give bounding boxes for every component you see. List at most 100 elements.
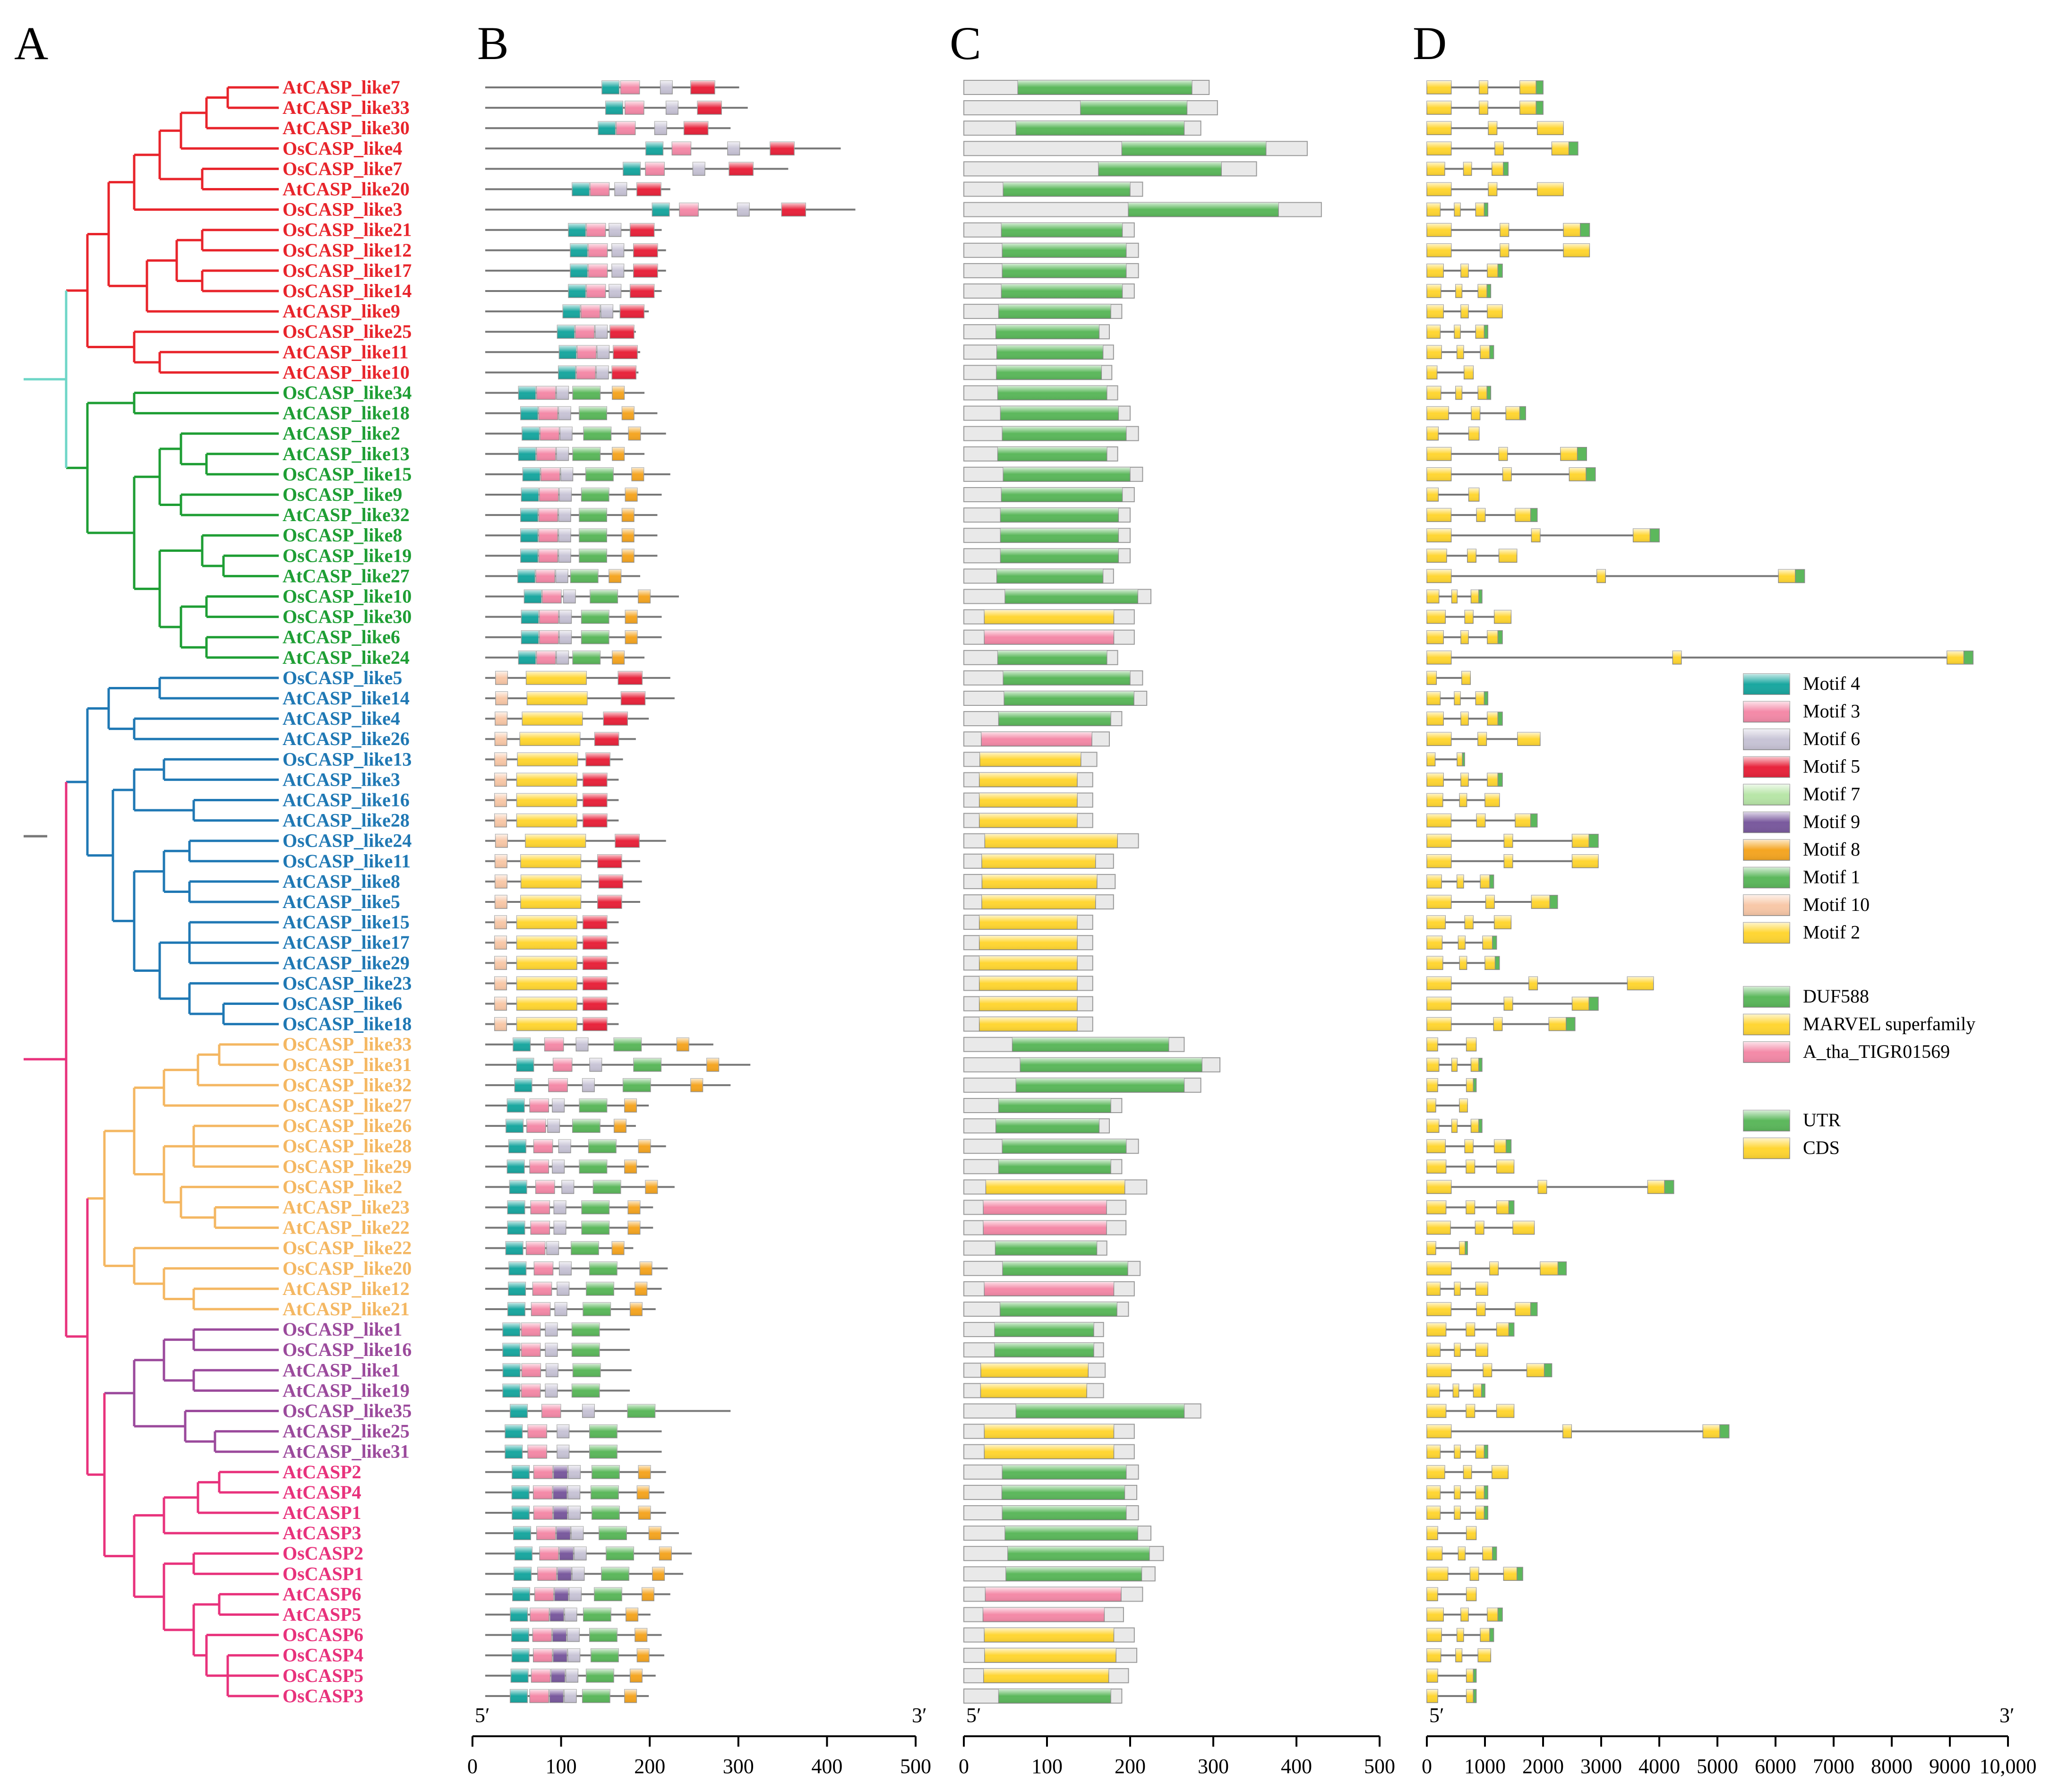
motif-box-shade (624, 1099, 637, 1112)
exon-box-shade (1427, 447, 1451, 461)
exon-box-shade (1499, 447, 1508, 461)
motif-box-shade (624, 1160, 637, 1174)
gene-label: OsCASP_like27 (283, 1095, 412, 1116)
motif-box-shade (512, 1485, 529, 1499)
utr-box (1489, 875, 1494, 889)
motif-box-shade (544, 1037, 564, 1051)
motif-box-shade (530, 1099, 549, 1112)
gene-label: OsCASP4 (283, 1645, 363, 1666)
utr-box (1494, 956, 1500, 970)
utr-box (1473, 1689, 1477, 1703)
exon-box-shade (1427, 1384, 1440, 1398)
gene-label: AtCASP_like21 (283, 1298, 410, 1320)
gene-label: AtCASP_like5 (283, 891, 400, 912)
motif-box-shade (672, 142, 691, 155)
domain-box-shade (1002, 1506, 1126, 1520)
utr-box (1519, 406, 1526, 420)
gene-label: OsCASP_like1 (283, 1319, 402, 1340)
domain-box-shade (984, 630, 1114, 644)
exon-box-shade (1485, 895, 1494, 909)
motif-box-shade (572, 1567, 584, 1581)
exon-box-shade (1479, 101, 1488, 115)
motif-box-shade (572, 182, 590, 196)
axis-tick-label: 4000 (1639, 1755, 1680, 1778)
domain-box-shade (996, 345, 1103, 360)
motif-box-shade (516, 1017, 577, 1031)
motif-box-shade (630, 1669, 643, 1682)
motif-box-shade (583, 936, 607, 950)
motif-box-shade (515, 1078, 532, 1092)
exon-box-shade (1427, 814, 1451, 827)
motif-panel (485, 80, 856, 1703)
motif-box-shade (531, 1221, 550, 1235)
motif-box-shade (693, 162, 705, 176)
motif-box-shade (622, 508, 634, 522)
exon-box-shade (1461, 671, 1471, 685)
exon-box-shade (1427, 895, 1451, 909)
motif-box-shade (573, 651, 601, 664)
motif-box-shade (582, 1200, 609, 1214)
motif-box-shade (494, 814, 507, 827)
phylogenetic-tree (24, 86, 279, 1698)
motif-box-shade (559, 630, 572, 644)
domain-box-shade (985, 833, 1118, 848)
domain-box-shade (1001, 223, 1123, 237)
motif-box-shade (508, 1282, 526, 1295)
domain-legend-swatch-shade (1743, 986, 1790, 1007)
gene-label: AtCASP2 (283, 1461, 361, 1483)
motif-box-shade (599, 1526, 627, 1540)
exon-box-shade (1427, 549, 1447, 563)
motif-box-shade (697, 101, 722, 115)
utr-box (1568, 141, 1579, 156)
domain-box-shade (997, 650, 1107, 665)
exon-box-shade (1483, 1363, 1492, 1377)
exon-box-shade (1427, 1608, 1444, 1621)
motif-box-shade (567, 1628, 580, 1642)
exon-box-shade (1427, 630, 1444, 644)
exon-box-shade (1427, 305, 1444, 318)
five-prime-label: 5′ (1429, 1704, 1444, 1727)
axis-tick-label: 100 (1031, 1755, 1063, 1778)
gene-label: AtCASP_like7 (283, 77, 400, 98)
exon-box-shade (1427, 1424, 1451, 1438)
motif-box-shade (558, 549, 571, 563)
axis-tick-label: 500 (900, 1755, 931, 1778)
motif-legend-swatch-shade (1743, 922, 1790, 943)
motif-box-shade (571, 1526, 583, 1540)
exon-box-shade (1427, 1689, 1438, 1703)
motif-box-shade (512, 1506, 530, 1519)
motif-box-shade (567, 1485, 580, 1499)
motif-box-shade (517, 753, 578, 766)
motif-box-shade (553, 1648, 567, 1662)
gene-label: AtCASP1 (283, 1502, 361, 1523)
motif-box-shade (622, 529, 634, 542)
gene-label: AtCASP_like10 (283, 361, 410, 383)
motif-box-shade (512, 1465, 530, 1479)
exon-box-shade (1455, 284, 1462, 298)
gene-label: OsCASP3 (283, 1685, 363, 1706)
motif-box-shade (558, 366, 576, 379)
motif-box-shade (576, 1037, 588, 1051)
gene-label: OsCASP_like10 (283, 586, 412, 607)
motif-box-shade (563, 305, 580, 318)
motif-box-shade (512, 1648, 529, 1662)
exon-box-shade (1427, 325, 1441, 339)
motif-box-shade (536, 447, 556, 461)
motif-box-shade (612, 386, 625, 400)
domain-box-shade (1002, 1465, 1126, 1479)
gene-label: AtCASP_like19 (283, 1380, 410, 1401)
motif-box-shade (507, 1303, 525, 1316)
utr-box (1795, 569, 1805, 583)
exon-box-shade (1451, 1058, 1458, 1072)
gene-label: OsCASP2 (283, 1543, 363, 1564)
motif-box-shade (594, 1587, 622, 1601)
exon-box-shade (1427, 1506, 1441, 1519)
utr-box (1505, 1139, 1512, 1153)
domain-box-shade (1001, 284, 1123, 298)
domain-box-shade (979, 935, 1078, 950)
exon-box-shade (1427, 264, 1444, 277)
gene-label: AtCASP_like2 (283, 423, 400, 444)
domain-box-shade (979, 793, 1078, 807)
utr-box (1465, 1241, 1468, 1255)
motif-box-shade (572, 1119, 601, 1133)
